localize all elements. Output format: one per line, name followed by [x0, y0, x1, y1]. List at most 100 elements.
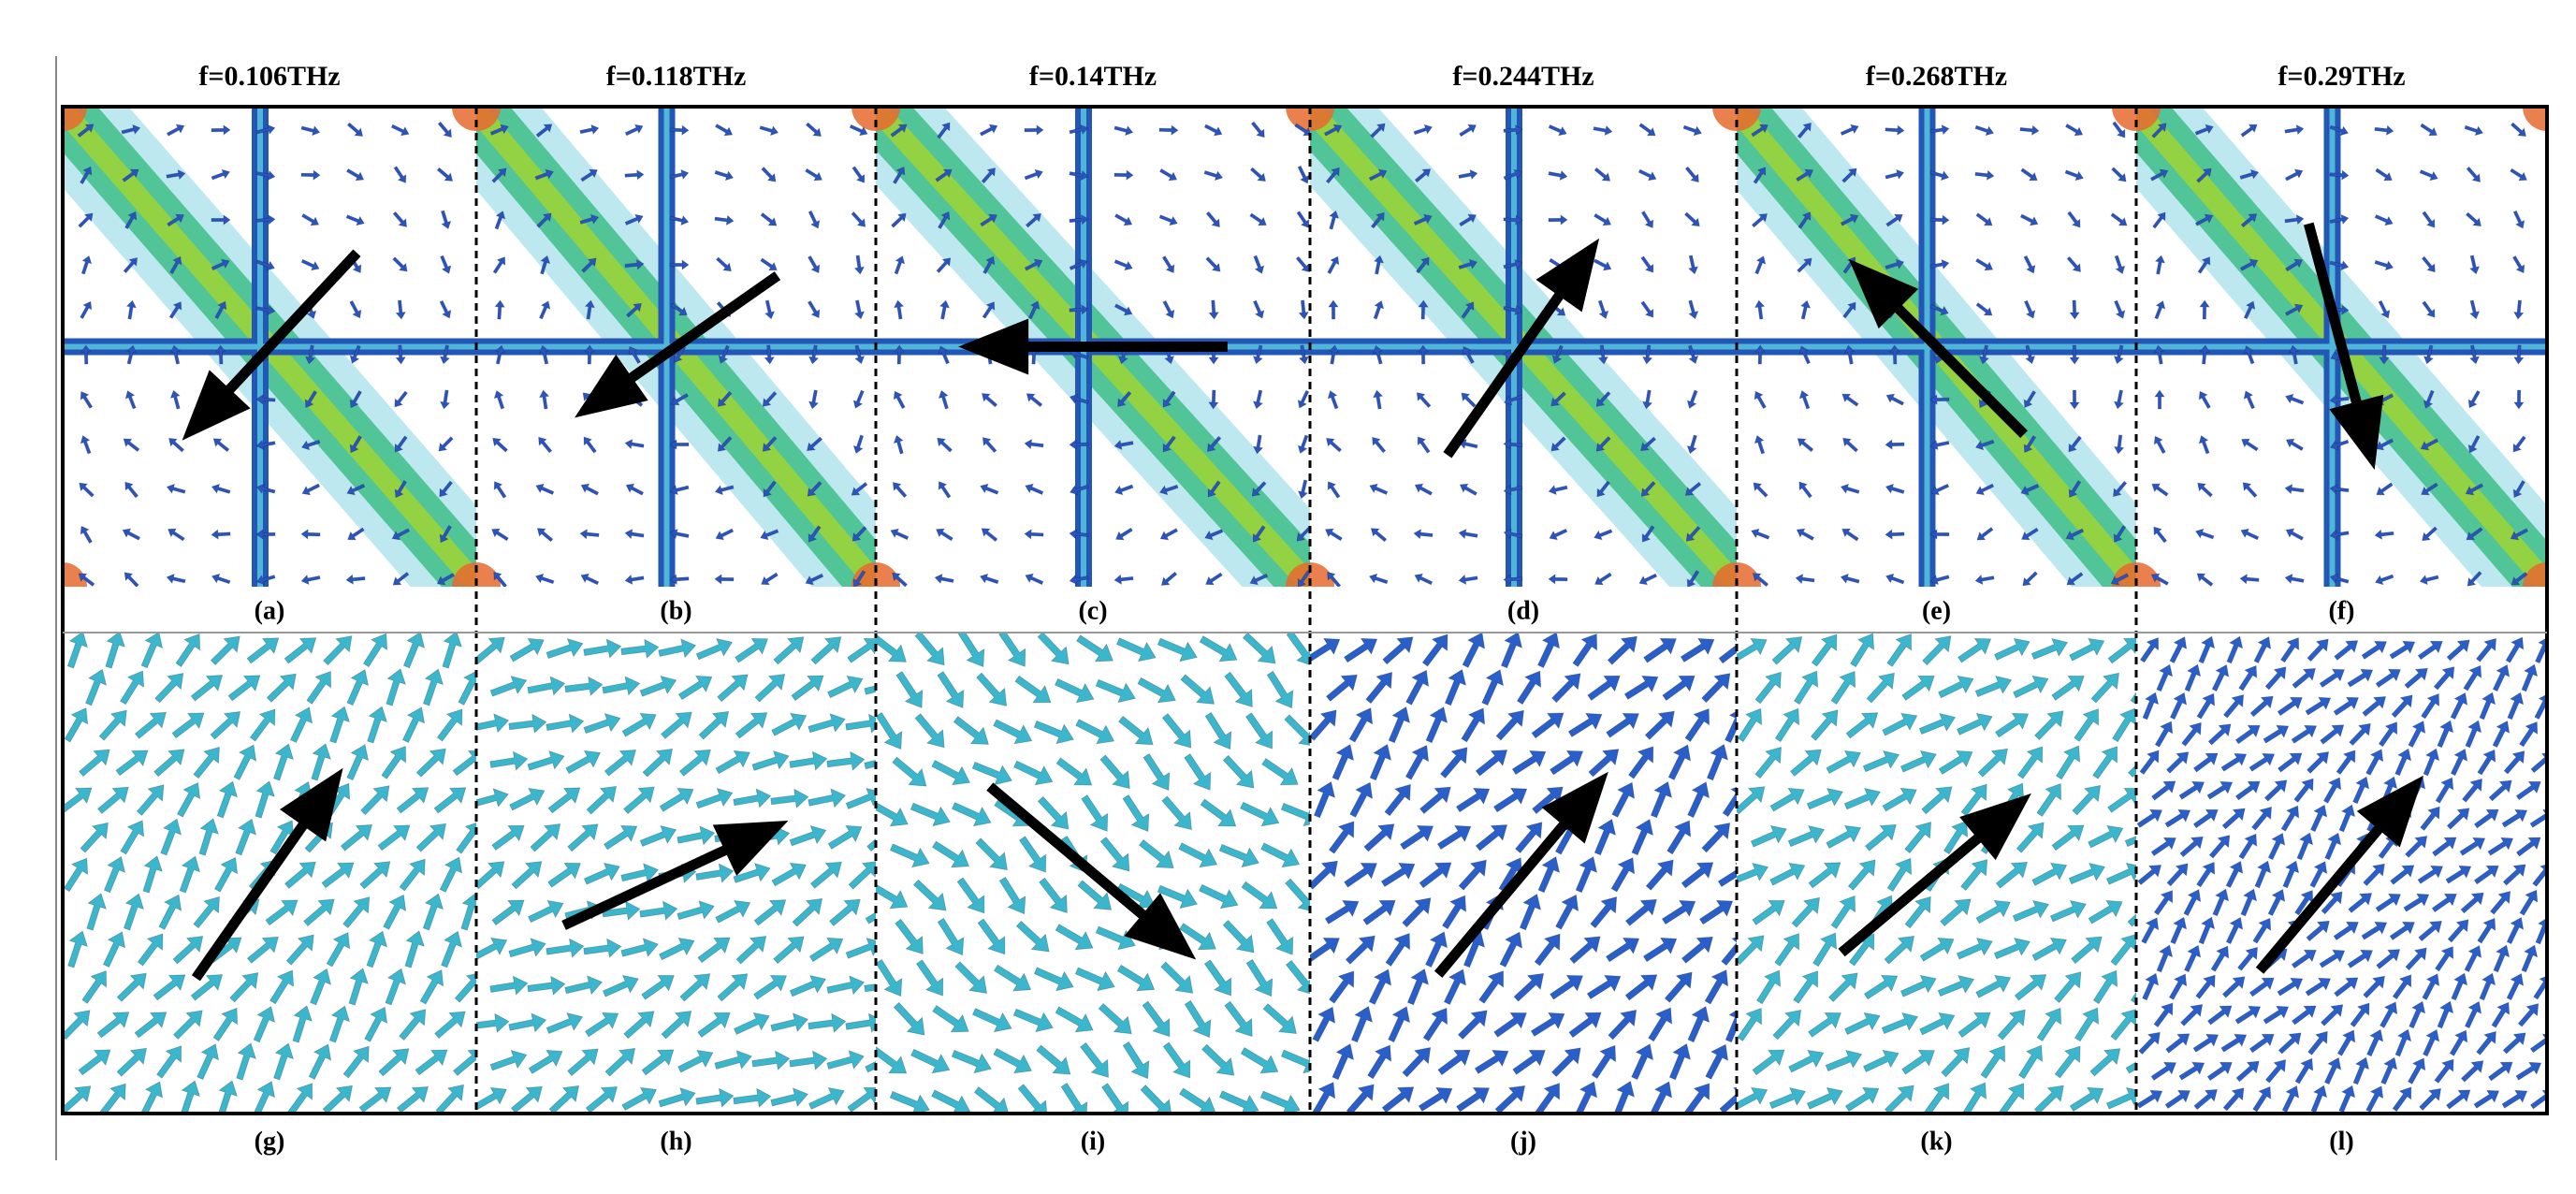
field-arrow — [2165, 1033, 2190, 1054]
field-arrow — [167, 213, 185, 227]
field-arrow — [733, 863, 771, 883]
field-arrow — [980, 483, 999, 495]
field-arrow — [1550, 1047, 1581, 1078]
field-arrow — [1637, 168, 1657, 182]
field-arrow — [2349, 722, 2371, 747]
field-arrow — [1548, 169, 1568, 182]
field-arrow — [1588, 749, 1620, 778]
field-arrow — [852, 434, 865, 455]
field-arrow — [1929, 575, 1950, 586]
field-arrow — [153, 749, 185, 778]
field-arrow — [1261, 758, 1299, 786]
field-arrow — [2431, 893, 2457, 913]
field-arrow — [1631, 819, 1654, 856]
field-arrow — [2249, 977, 2275, 997]
field-arrow — [678, 749, 711, 777]
field-arrow — [1413, 124, 1434, 136]
field-arrow — [78, 1049, 111, 1076]
field-arrow — [2065, 528, 2085, 541]
field-arrow — [1754, 746, 1783, 779]
field-arrow — [1249, 573, 1269, 586]
field-arrow — [255, 169, 276, 182]
field-arrow — [1122, 1041, 1150, 1080]
field-arrow — [456, 821, 476, 854]
field-arrow — [439, 344, 451, 365]
field-arrow — [1929, 439, 1950, 451]
field-arrow — [807, 300, 821, 319]
field-arrow — [1595, 436, 1611, 452]
field-arrow — [1297, 479, 1309, 500]
field-arrow — [2468, 299, 2481, 320]
field-arrow — [2467, 571, 2482, 587]
field-arrow — [2420, 806, 2440, 831]
field-arrow — [1499, 931, 1523, 968]
field-arrow — [1142, 1000, 1171, 1038]
field-arrow — [442, 633, 462, 669]
field-arrow — [2212, 888, 2230, 917]
field-arrow — [255, 124, 276, 136]
field-arrow — [2034, 710, 2064, 741]
field-arrow — [658, 638, 697, 659]
field-arrow — [1586, 974, 1622, 1000]
field-arrow — [602, 676, 641, 696]
field-arrow — [1668, 1042, 1692, 1081]
field-arrow — [891, 212, 907, 228]
field-arrow — [2178, 1061, 2205, 1081]
field-arrow — [1249, 167, 1266, 182]
field-arrow — [1025, 483, 1044, 495]
field-arrow — [1774, 707, 1800, 743]
field-arrow — [1328, 299, 1339, 320]
field-arrow — [580, 168, 598, 182]
field-arrow — [1624, 898, 1657, 926]
field-arrow — [981, 393, 998, 408]
field-arrow — [1198, 883, 1239, 910]
field-arrow — [753, 899, 787, 926]
field-arrow — [1756, 969, 1782, 1005]
field-arrow — [255, 259, 275, 271]
field-arrow — [1884, 1085, 1914, 1114]
field-arrow — [853, 255, 866, 275]
field-arrow — [392, 571, 410, 586]
field-arrow — [301, 483, 321, 496]
field-arrow — [2141, 917, 2160, 944]
field-arrow — [2506, 972, 2525, 1001]
field-arrow — [2407, 1057, 2426, 1085]
field-arrow — [1752, 573, 1769, 587]
field-arrow — [1328, 344, 1340, 365]
field-arrow — [2423, 1028, 2440, 1057]
field-arrow — [951, 802, 992, 827]
field-arrow — [826, 975, 866, 996]
field-arrow — [1885, 213, 1903, 227]
field-arrow — [2152, 211, 2166, 229]
field-arrow — [2320, 724, 2345, 745]
field-arrow — [1313, 780, 1336, 819]
field-arrow — [67, 930, 88, 968]
field-arrow — [1885, 393, 1905, 406]
field-arrow — [1550, 436, 1566, 452]
field-arrow — [1413, 213, 1433, 226]
field-arrow — [2329, 394, 2350, 406]
field-arrow — [715, 750, 750, 775]
field-arrow — [1024, 529, 1044, 540]
field-arrow — [2487, 1061, 2513, 1082]
field-arrow — [2501, 808, 2528, 828]
field-arrow — [168, 301, 182, 319]
field-arrow — [564, 975, 604, 996]
field-arrow — [1808, 1012, 1841, 1038]
field-arrow — [865, 899, 876, 925]
field-arrow — [2023, 435, 2037, 454]
field-arrow — [1074, 967, 1115, 992]
field-arrow — [395, 299, 407, 320]
field-arrow — [1680, 637, 1715, 663]
field-arrow — [1373, 299, 1385, 320]
field-arrow — [1081, 794, 1109, 832]
field-arrow — [584, 344, 595, 365]
field-arrow — [80, 300, 93, 320]
field-arrow — [2033, 1085, 2064, 1114]
field-arrow — [1503, 214, 1523, 226]
hotspot — [1712, 562, 1737, 587]
field-arrow — [2394, 1028, 2412, 1057]
field-arrow — [1597, 344, 1609, 365]
field-arrow — [979, 573, 999, 585]
field-arrow — [1388, 706, 1411, 744]
